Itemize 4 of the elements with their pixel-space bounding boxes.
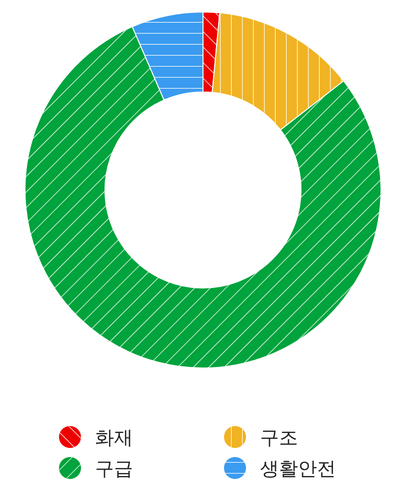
legend-label: 구조 [260, 427, 298, 449]
legend-label: 구급 [95, 458, 133, 480]
legend-label: 화재 [95, 427, 133, 449]
legend-label: 생활안전 [260, 458, 336, 480]
